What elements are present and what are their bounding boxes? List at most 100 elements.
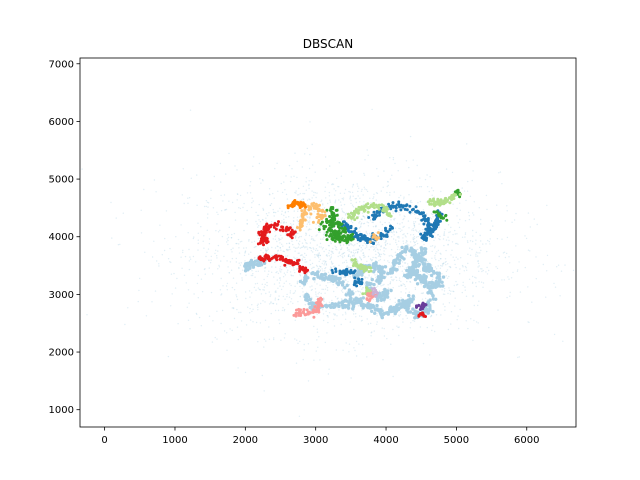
noise-point [310, 247, 312, 250]
noise-point [333, 318, 335, 321]
cluster-point [263, 239, 267, 243]
noise-point [292, 267, 295, 269]
cluster-point [347, 225, 351, 229]
noise-point [379, 249, 381, 251]
noise-point [375, 286, 378, 288]
noise-point [442, 262, 445, 264]
noise-point [298, 244, 300, 246]
cluster-point [408, 297, 412, 301]
noise-point [480, 249, 482, 252]
noise-point [435, 314, 438, 316]
noise-point [326, 289, 329, 291]
noise-point [170, 273, 173, 275]
noise-point [457, 258, 459, 260]
noise-point [230, 269, 233, 271]
cluster-series-12 [352, 277, 364, 288]
noise-point [227, 236, 230, 239]
noise-point [562, 340, 564, 342]
cluster-point [342, 299, 346, 304]
noise-point [377, 175, 379, 177]
cluster-point [250, 262, 254, 266]
noise-point [292, 243, 294, 246]
noise-point [342, 244, 345, 246]
noise-point [262, 209, 265, 211]
noise-point [338, 186, 340, 188]
noise-point [383, 301, 386, 303]
noise-point [380, 190, 382, 192]
cluster-point [359, 280, 363, 284]
cluster-point [387, 202, 391, 206]
noise-point [347, 281, 349, 283]
noise-point [402, 233, 404, 236]
noise-point [248, 290, 251, 292]
noise-point [365, 276, 367, 279]
noise-point [238, 243, 240, 245]
noise-point [304, 238, 306, 241]
noise-point [345, 244, 348, 246]
noise-point [444, 228, 446, 231]
noise-point [294, 338, 296, 340]
noise-point [398, 196, 400, 199]
cluster-point [371, 205, 375, 209]
cluster-point [413, 270, 417, 274]
cluster-point [385, 210, 388, 214]
noise-point [317, 255, 319, 257]
noise-point [389, 283, 391, 285]
noise-point [465, 267, 467, 269]
noise-point [298, 187, 300, 190]
noise-point [226, 289, 228, 291]
cluster-point [359, 271, 363, 275]
noise-point [236, 326, 239, 328]
noise-point [414, 241, 416, 243]
noise-point [341, 197, 343, 200]
noise-point [332, 262, 334, 265]
noise-point [241, 240, 243, 243]
cluster-point [294, 312, 298, 316]
noise-point [438, 259, 440, 262]
noise-point [328, 245, 330, 247]
noise-point [366, 149, 368, 151]
noise-point [312, 238, 315, 240]
noise-point [374, 274, 376, 276]
noise-point [379, 256, 382, 258]
noise-point [362, 254, 364, 257]
noise-point [359, 290, 361, 293]
noise-point [284, 333, 286, 335]
noise-point [298, 194, 300, 196]
cluster-point [303, 208, 307, 211]
noise-point [349, 321, 351, 323]
noise-point [274, 291, 276, 293]
noise-point [383, 283, 385, 286]
noise-point [432, 216, 434, 218]
cluster-point [315, 215, 319, 219]
noise-point [492, 225, 494, 227]
noise-point [300, 278, 303, 281]
noise-point [279, 247, 282, 249]
noise-point [432, 276, 434, 278]
noise-point [327, 211, 329, 213]
noise-point [348, 244, 350, 246]
noise-point [169, 247, 171, 250]
noise-point [364, 159, 366, 161]
noise-point [258, 288, 261, 291]
cluster-point [323, 210, 327, 214]
noise-point [482, 243, 484, 245]
noise-point [329, 241, 332, 243]
noise-point [393, 218, 395, 220]
noise-point [387, 284, 389, 286]
noise-point [462, 284, 464, 287]
noise-point [257, 309, 259, 311]
noise-point [407, 220, 410, 222]
noise-point [354, 252, 357, 254]
noise-point [338, 252, 340, 254]
noise-point [443, 232, 445, 234]
noise-point [426, 272, 428, 275]
noise-point [513, 219, 516, 221]
cluster-point [243, 269, 248, 273]
noise-point [361, 222, 363, 224]
cluster-point [408, 249, 412, 253]
noise-point [464, 220, 467, 222]
noise-point [447, 244, 449, 246]
cluster-point [320, 304, 324, 308]
